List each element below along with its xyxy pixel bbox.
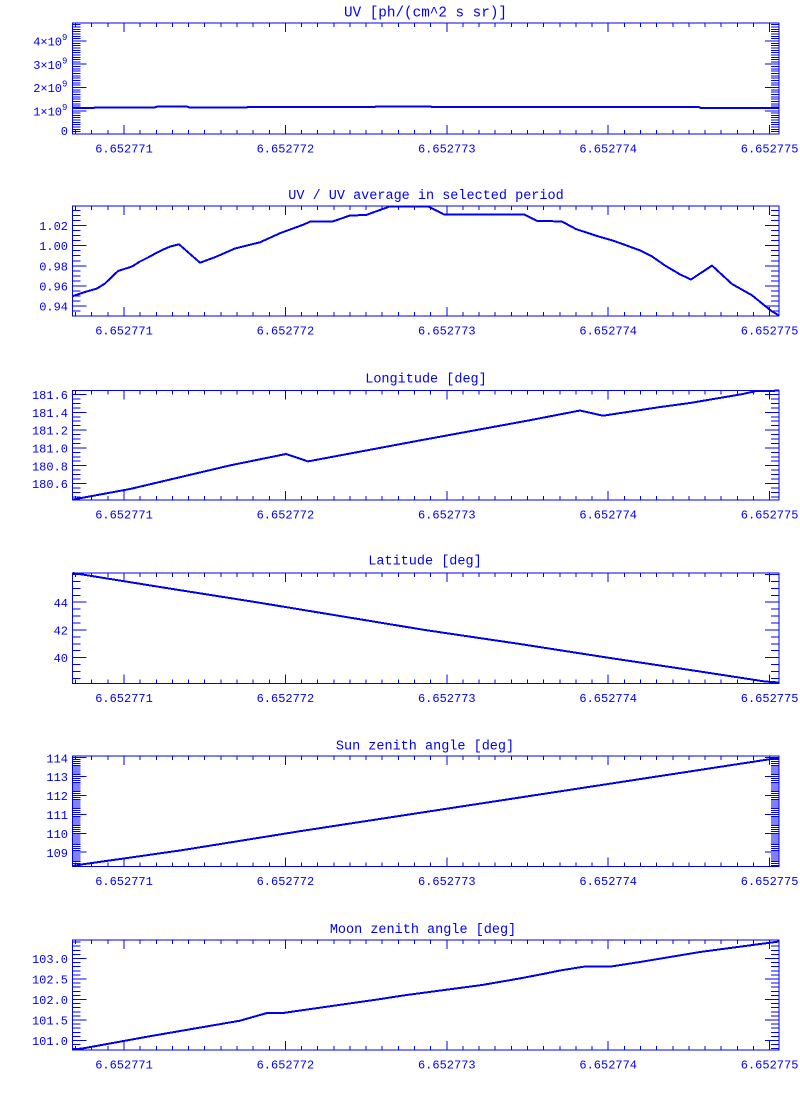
svg-text:1×10: 1×10 — [33, 105, 62, 119]
svg-text:2×10: 2×10 — [33, 82, 62, 96]
svg-text:111: 111 — [46, 809, 68, 823]
svg-text:6.652771: 6.652771 — [95, 875, 153, 889]
svg-text:9: 9 — [62, 103, 67, 113]
svg-text:181.2: 181.2 — [32, 425, 68, 439]
svg-text:6.652772: 6.652772 — [257, 692, 315, 706]
svg-text:6.652774: 6.652774 — [579, 875, 637, 889]
svg-text:102.0: 102.0 — [32, 994, 68, 1008]
svg-text:6.652775: 6.652775 — [741, 143, 799, 157]
svg-text:6.652773: 6.652773 — [418, 875, 476, 889]
svg-text:6.652773: 6.652773 — [418, 143, 476, 157]
svg-text:101.0: 101.0 — [32, 1035, 68, 1049]
svg-text:6.652772: 6.652772 — [257, 509, 315, 523]
svg-text:Sun zenith angle [deg]: Sun zenith angle [deg] — [336, 740, 514, 755]
svg-text:181.6: 181.6 — [32, 389, 68, 403]
svg-text:9: 9 — [62, 33, 67, 43]
svg-text:0.96: 0.96 — [39, 281, 68, 295]
svg-text:6.652775: 6.652775 — [741, 325, 799, 339]
svg-text:6.652774: 6.652774 — [579, 143, 637, 157]
svg-text:6.652775: 6.652775 — [741, 1059, 799, 1073]
svg-text:101.5: 101.5 — [32, 1015, 68, 1029]
svg-text:6.652771: 6.652771 — [95, 143, 153, 157]
svg-text:6.652773: 6.652773 — [418, 1059, 476, 1073]
svg-text:6.652774: 6.652774 — [579, 325, 637, 339]
svg-text:6.652773: 6.652773 — [418, 325, 476, 339]
svg-text:103.0: 103.0 — [32, 953, 68, 967]
svg-text:110: 110 — [46, 828, 68, 842]
svg-text:44: 44 — [54, 597, 68, 611]
svg-text:Latitude [deg]: Latitude [deg] — [368, 555, 481, 570]
svg-text:0: 0 — [61, 125, 68, 139]
svg-text:6.652775: 6.652775 — [741, 509, 799, 523]
svg-text:6.652775: 6.652775 — [741, 875, 799, 889]
svg-text:Moon zenith angle [deg]: Moon zenith angle [deg] — [330, 923, 516, 938]
svg-text:6.652775: 6.652775 — [741, 692, 799, 706]
svg-text:42: 42 — [54, 625, 68, 639]
svg-text:UV / UV average in selected pe: UV / UV average in selected period — [288, 189, 563, 204]
svg-text:9: 9 — [62, 80, 67, 90]
svg-text:6.652774: 6.652774 — [579, 509, 637, 523]
svg-text:6.652771: 6.652771 — [95, 325, 153, 339]
svg-text:6.652771: 6.652771 — [95, 692, 153, 706]
svg-text:102.5: 102.5 — [32, 974, 68, 988]
svg-text:UV [ph/(cm^2 s sr)]: UV [ph/(cm^2 s sr)] — [344, 6, 507, 22]
svg-text:9: 9 — [62, 56, 67, 66]
svg-text:180.6: 180.6 — [32, 478, 68, 492]
svg-text:1.02: 1.02 — [39, 220, 68, 234]
svg-text:1.00: 1.00 — [39, 240, 68, 254]
svg-text:114: 114 — [46, 752, 68, 766]
svg-text:112: 112 — [46, 790, 68, 804]
svg-text:109: 109 — [46, 847, 68, 861]
svg-text:6.652772: 6.652772 — [257, 875, 315, 889]
svg-text:113: 113 — [46, 771, 68, 785]
svg-text:0.94: 0.94 — [39, 301, 68, 315]
svg-text:6.652773: 6.652773 — [418, 692, 476, 706]
svg-text:40: 40 — [54, 652, 68, 666]
svg-text:6.652772: 6.652772 — [257, 1059, 315, 1073]
svg-text:6.652772: 6.652772 — [257, 143, 315, 157]
svg-text:181.4: 181.4 — [32, 407, 68, 421]
svg-text:6.652771: 6.652771 — [95, 1059, 153, 1073]
svg-text:180.8: 180.8 — [32, 460, 68, 474]
svg-text:6.652773: 6.652773 — [418, 509, 476, 523]
svg-text:0.98: 0.98 — [39, 260, 68, 274]
svg-text:181.0: 181.0 — [32, 443, 68, 457]
svg-text:6.652774: 6.652774 — [579, 692, 637, 706]
svg-text:Longitude [deg]: Longitude [deg] — [365, 373, 487, 388]
svg-text:6.652772: 6.652772 — [257, 325, 315, 339]
svg-text:6.652771: 6.652771 — [95, 509, 153, 523]
svg-text:6.652774: 6.652774 — [579, 1059, 637, 1073]
svg-text:4×10: 4×10 — [33, 36, 62, 50]
svg-text:3×10: 3×10 — [33, 59, 62, 73]
